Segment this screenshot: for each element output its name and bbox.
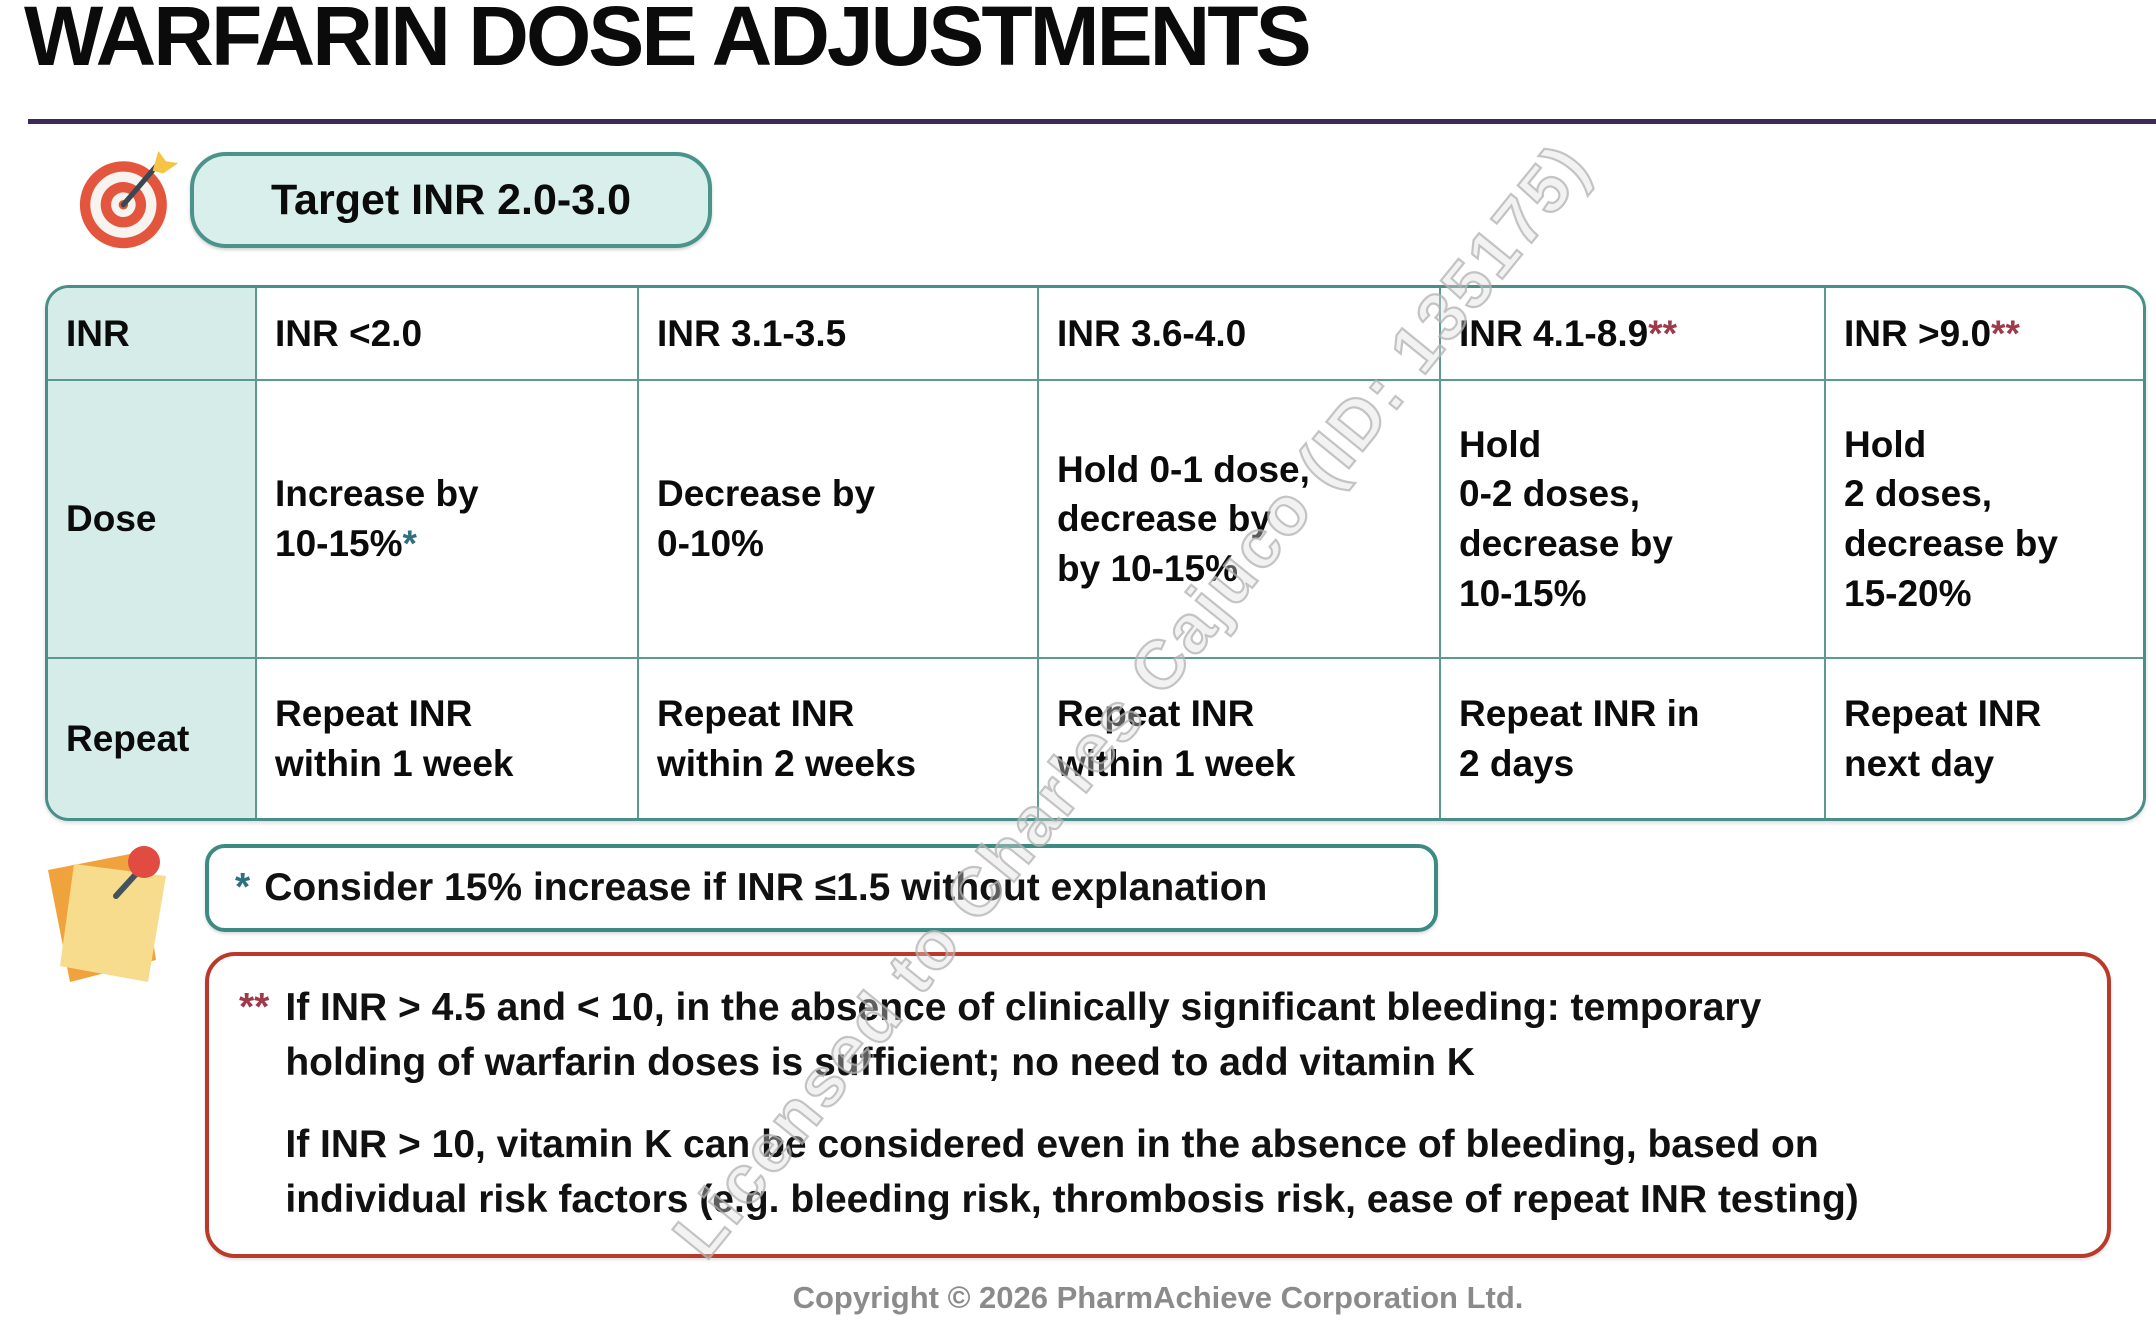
- asterisk-marker: *: [235, 866, 251, 909]
- repeat-cell-4: Repeat INR in 2 days: [1441, 659, 1826, 818]
- target-inr-label: Target INR 2.0-3.0: [270, 175, 632, 224]
- double-note-paragraph-2: If INR > 10, vitamin K can be considered…: [285, 1122, 1859, 1222]
- repeat-cell-5: Repeat INR next day: [1826, 659, 2143, 818]
- repeat-cell-3: Repeat INR within 1 week: [1039, 659, 1441, 818]
- cell-text: INR 4.1-8.9: [1459, 312, 1649, 354]
- cell-text: Hold 2 doses, decrease by 15-20%: [1844, 423, 2058, 614]
- sticky-note-icon: [48, 846, 166, 982]
- cell-text: INR 3.1-3.5: [657, 312, 847, 354]
- cell-text: Hold 0-2 doses, decrease by 10-15%: [1459, 423, 1673, 614]
- dose-cell-5: Hold 2 doses, decrease by 15-20%: [1826, 381, 2143, 659]
- cell-text: Hold 0-1 dose, decrease by by 10-15%: [1057, 448, 1310, 589]
- inr-range-cell-5: INR >9.0**: [1826, 288, 2143, 381]
- double-asterisk-marker: **: [239, 986, 270, 1029]
- repeat-cell-2: Repeat INR within 2 weeks: [639, 659, 1039, 818]
- double-note-paragraphs: If INR > 4.5 and < 10, in the absence of…: [285, 980, 1858, 1228]
- cell-text: Increase by 10-15%: [275, 473, 479, 564]
- single-asterisk-note: * Consider 15% increase if INR ≤1.5 with…: [205, 844, 1438, 932]
- asterisk-marker: *: [402, 523, 417, 564]
- title-divider: [28, 119, 2156, 124]
- cell-text: Decrease by 0-10%: [657, 473, 876, 564]
- cell-text: Repeat INR within 2 weeks: [657, 692, 917, 784]
- inr-range-cell-4: INR 4.1-8.9**: [1441, 288, 1826, 381]
- single-note-text: Consider 15% increase if INR ≤1.5 withou…: [264, 866, 1268, 909]
- row-header-inr: INR: [48, 288, 257, 381]
- target-inr-pill: Target INR 2.0-3.0: [190, 152, 712, 248]
- cell-text: INR <2.0: [275, 312, 423, 354]
- repeat-cell-1: Repeat INR within 1 week: [257, 659, 639, 818]
- inr-dose-table: INR INR <2.0 INR 3.1-3.5 INR 3.6-4.0 INR…: [45, 285, 2146, 821]
- dose-cell-1: Increase by 10-15%*: [257, 381, 639, 659]
- double-note-paragraph-1: If INR > 4.5 and < 10, in the absence of…: [285, 986, 1762, 1085]
- double-asterisk-marker: **: [1648, 312, 1678, 354]
- target-bullseye-icon: [79, 150, 179, 249]
- double-asterisk-marker: **: [1991, 312, 2020, 354]
- cell-text: Repeat INR next day: [1844, 692, 2042, 784]
- inr-range-cell-2: INR 3.1-3.5: [639, 288, 1039, 381]
- page-title: WARFARIN DOSE ADJUSTMENTS: [24, 0, 1312, 83]
- pin-icon: [128, 846, 160, 878]
- row-header-dose: Dose: [48, 381, 257, 659]
- row-header-repeat: Repeat: [48, 659, 257, 818]
- cell-text: INR >9.0: [1844, 312, 1992, 354]
- dose-cell-3: Hold 0-1 dose, decrease by by 10-15%: [1039, 381, 1441, 659]
- cell-text: INR 3.6-4.0: [1057, 312, 1247, 354]
- dose-cell-2: Decrease by 0-10%: [639, 381, 1039, 659]
- double-asterisk-note: ** If INR > 4.5 and < 10, in the absence…: [205, 952, 2111, 1258]
- cell-text: Repeat INR in 2 days: [1459, 692, 1700, 784]
- inr-range-cell-3: INR 3.6-4.0: [1039, 288, 1441, 381]
- dose-cell-4: Hold 0-2 doses, decrease by 10-15%: [1441, 381, 1826, 659]
- inr-range-cell-1: INR <2.0: [257, 288, 639, 381]
- cell-text: Repeat INR within 1 week: [1057, 692, 1296, 784]
- copyright-footer: Copyright © 2026 PharmAchieve Corporatio…: [792, 1280, 1524, 1315]
- cell-text: Repeat INR within 1 week: [275, 692, 514, 784]
